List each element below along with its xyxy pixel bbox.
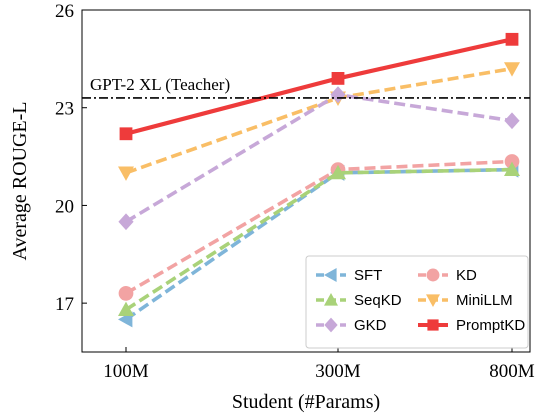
data-point-kd [118, 286, 134, 301]
legend-marker-gkd [324, 317, 338, 333]
series-line-seqkd [125, 167, 513, 312]
legend-marker-promptkd [427, 319, 439, 331]
data-point-promptkd [505, 32, 519, 46]
y-tick-label: 23 [55, 99, 74, 120]
legend-marker-sft [324, 268, 337, 282]
data-point-minillm [504, 62, 520, 77]
legend-item-sft: SFT [316, 267, 382, 284]
y-axis: 17 20 23 26 [55, 1, 87, 315]
x-axis: 100M 300M 800M [103, 347, 535, 382]
data-point-promptkd [119, 127, 133, 141]
x-axis-title: Student (#Params) [232, 391, 380, 413]
series-line-gkd [125, 92, 513, 224]
data-point-minillm [118, 166, 134, 181]
x-tick-label: 100M [103, 361, 149, 382]
y-axis-title: Average ROUGE-L [9, 101, 31, 260]
data-point-seqkd [330, 164, 346, 180]
legend-item-minillm: MiniLLM [418, 292, 513, 309]
legend-marker-minillm [426, 294, 440, 307]
x-tick-label: 800M [489, 361, 535, 382]
teacher-reference-label: GPT-2 XL (Teacher) [90, 75, 230, 94]
legend-label-sft: SFT [354, 267, 382, 284]
legend-marker-seqkd [324, 293, 338, 306]
legend-item-promptkd: PromptKD [418, 317, 525, 334]
plot-frame [81, 9, 531, 353]
x-tick-label: 300M [315, 361, 361, 382]
legend-item-gkd: GKD [316, 317, 387, 334]
data-point-promptkd [331, 72, 345, 85]
legend-label-gkd: GKD [354, 317, 387, 334]
series-seqkd [118, 161, 520, 317]
legend-label-seqkd: SeqKD [354, 292, 402, 309]
series-promptkd [119, 32, 519, 141]
legend-label-minillm: MiniLLM [456, 292, 513, 309]
data-point-gkd [118, 213, 134, 231]
legend-item-seqkd: SeqKD [316, 292, 402, 309]
y-tick-label: 20 [55, 196, 74, 217]
y-tick-label: 26 [55, 1, 74, 22]
data-point-seqkd [504, 161, 520, 176]
legend-label-kd: KD [456, 267, 477, 284]
series-gkd [118, 86, 520, 231]
series-layer [118, 32, 520, 328]
legend-box [305, 255, 529, 349]
data-point-gkd [330, 86, 346, 104]
data-point-seqkd [118, 301, 134, 317]
legend-label-promptkd: PromptKD [456, 317, 525, 334]
data-point-kd [504, 154, 520, 169]
legend-item-kd: KD [418, 267, 477, 284]
legend-marker-kd [426, 268, 440, 282]
legend: SFT KD SeqKD MiniLLM GKD PromptKD [305, 255, 529, 349]
y-tick-label: 17 [55, 294, 74, 315]
data-point-gkd [504, 112, 520, 130]
